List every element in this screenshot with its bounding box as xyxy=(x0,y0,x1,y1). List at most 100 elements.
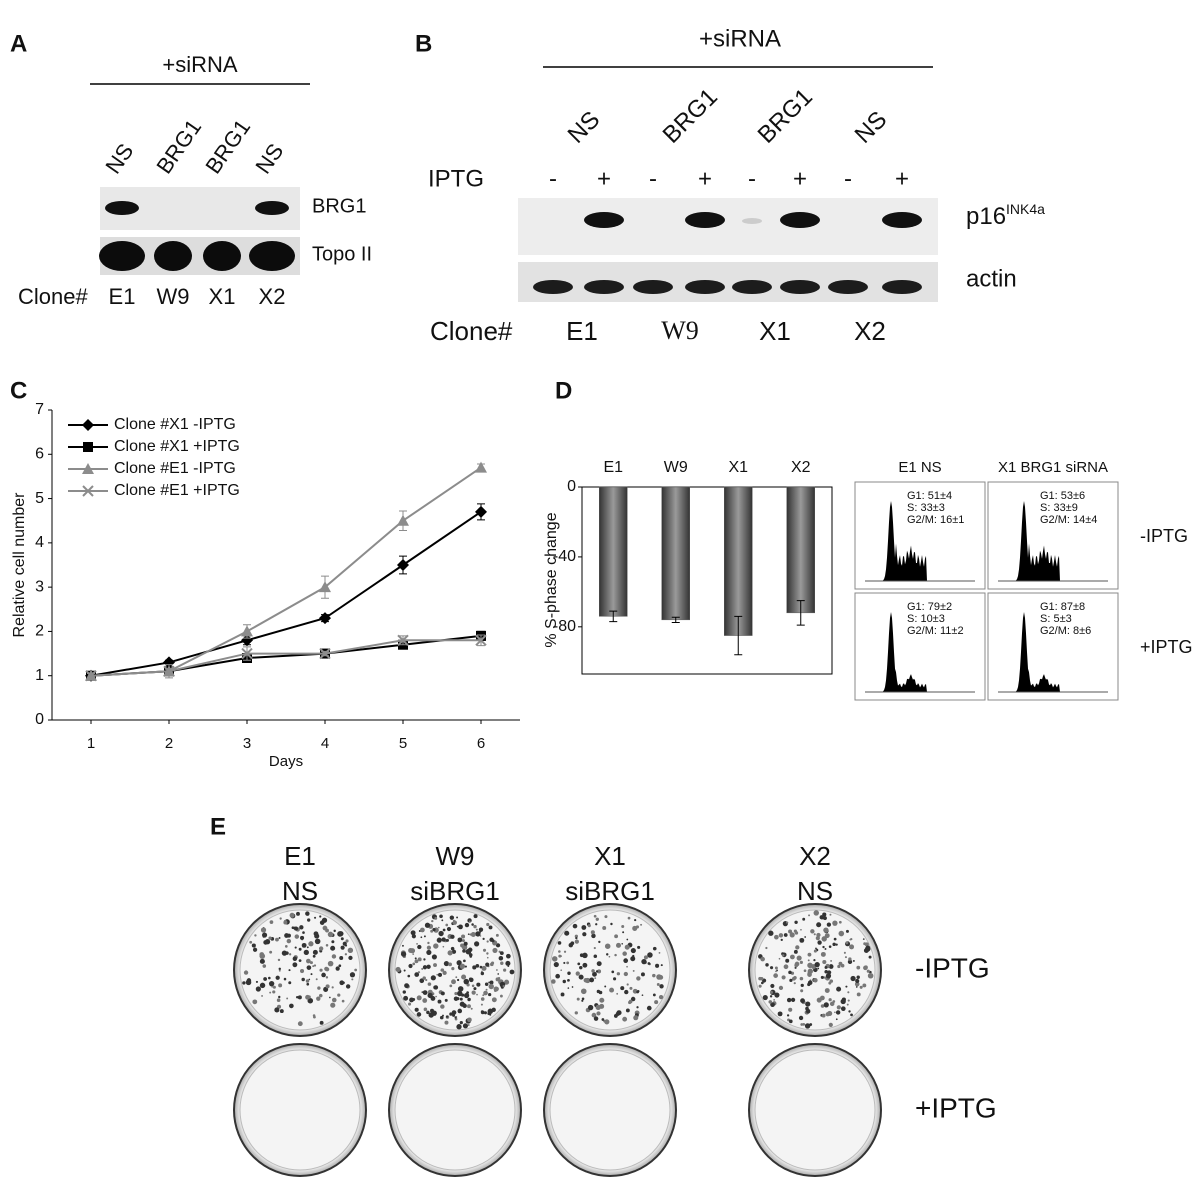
colony xyxy=(294,946,297,949)
colony xyxy=(489,1013,492,1016)
colony xyxy=(483,990,488,996)
colony xyxy=(506,961,509,964)
colony xyxy=(855,978,860,984)
colony xyxy=(593,914,597,918)
colony xyxy=(829,1001,835,1007)
colony xyxy=(295,996,299,999)
colony xyxy=(859,985,863,989)
colony xyxy=(829,913,832,916)
colony xyxy=(601,1018,605,1021)
colony xyxy=(574,934,578,938)
clone: E1 xyxy=(109,284,136,309)
colony xyxy=(454,992,458,996)
colony xyxy=(564,930,570,936)
colony xyxy=(420,936,423,939)
colony xyxy=(602,925,607,930)
colony xyxy=(450,946,455,951)
flow-stat: S: 10±3 xyxy=(907,613,945,625)
colony xyxy=(275,975,280,980)
colony xyxy=(813,978,818,983)
iptg-sign: + xyxy=(793,165,807,192)
colony xyxy=(414,972,420,977)
colony xyxy=(844,956,847,959)
colony xyxy=(431,954,437,960)
colony xyxy=(567,978,570,982)
band xyxy=(780,212,820,228)
colony xyxy=(430,929,434,933)
colony xyxy=(289,912,295,918)
colony xyxy=(850,1013,853,1017)
plate-row: +IPTG xyxy=(915,1092,997,1123)
colony xyxy=(277,958,281,962)
colony xyxy=(444,998,448,1002)
colony xyxy=(817,967,820,970)
colony xyxy=(611,970,615,974)
plate-rim xyxy=(549,1049,671,1171)
colony xyxy=(604,943,611,949)
colony xyxy=(794,966,797,969)
colony xyxy=(572,923,578,929)
colony xyxy=(467,997,471,1002)
colony xyxy=(783,933,788,937)
colony xyxy=(821,1013,826,1018)
colony xyxy=(486,922,490,927)
panel-letter: D xyxy=(555,377,572,404)
colony xyxy=(587,924,591,928)
colony xyxy=(457,1008,463,1014)
colony xyxy=(459,997,463,1001)
colony xyxy=(790,997,796,1002)
marker xyxy=(397,559,409,571)
clone: E1 xyxy=(566,316,598,346)
colony xyxy=(337,993,341,997)
iptg-sign: - xyxy=(549,165,557,192)
colony xyxy=(292,956,298,961)
colony xyxy=(283,977,287,981)
colony xyxy=(503,968,507,972)
colony xyxy=(807,962,813,969)
colony xyxy=(578,974,584,980)
colony xyxy=(408,963,413,969)
colony xyxy=(824,966,828,969)
colony xyxy=(770,1002,775,1008)
plate-treatment: siBRG1 xyxy=(565,876,655,906)
colony xyxy=(446,926,452,932)
colony xyxy=(624,944,630,950)
colony xyxy=(339,956,344,961)
colony xyxy=(462,1003,467,1009)
colony xyxy=(813,910,820,916)
colony xyxy=(467,1004,471,1009)
colony xyxy=(331,954,337,959)
colony xyxy=(604,915,608,919)
colony xyxy=(659,984,664,989)
colony xyxy=(286,933,291,938)
colony xyxy=(440,1004,445,1009)
colony xyxy=(439,1015,444,1020)
colony xyxy=(495,943,501,948)
colony xyxy=(820,975,824,980)
colony xyxy=(583,977,589,983)
colony xyxy=(591,933,596,939)
colony xyxy=(307,995,311,999)
colony xyxy=(442,945,445,948)
colony xyxy=(467,933,470,935)
colony xyxy=(824,947,827,950)
colony xyxy=(789,932,795,938)
colony xyxy=(835,1010,841,1015)
colony xyxy=(768,1000,773,1004)
colony xyxy=(655,963,660,968)
colony xyxy=(317,986,321,990)
colony xyxy=(596,961,602,967)
blot-label: BRG1 xyxy=(312,195,366,217)
band xyxy=(105,201,139,215)
marker xyxy=(83,442,93,452)
colony xyxy=(840,1006,846,1012)
colony xyxy=(769,966,774,970)
colony xyxy=(348,955,353,960)
colony xyxy=(656,974,662,980)
colony xyxy=(500,994,503,998)
colony xyxy=(457,990,463,997)
colony xyxy=(591,1012,597,1018)
marker xyxy=(397,514,409,526)
colony xyxy=(582,952,588,959)
colony xyxy=(308,941,314,947)
